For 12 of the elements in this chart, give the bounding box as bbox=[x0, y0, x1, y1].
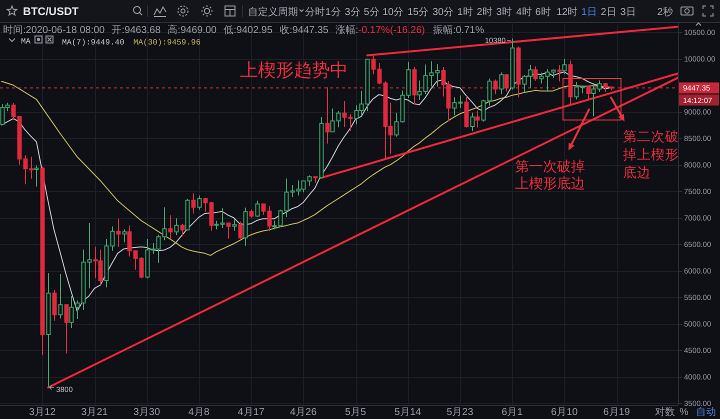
info: 开:9463.68 bbox=[112, 25, 161, 36]
annotation: 上楔形趋势中 bbox=[240, 60, 348, 80]
info: 振幅:0.71% bbox=[432, 25, 484, 36]
info: 时间:2020-06-18 08:00 bbox=[3, 25, 105, 36]
info: 收:9447.35 bbox=[280, 25, 328, 36]
title: BTC/USDT bbox=[23, 6, 79, 18]
info: -0.17%(-16.26) bbox=[358, 25, 425, 36]
info: 低:9402.95 bbox=[224, 25, 273, 36]
info: 涨幅: bbox=[335, 25, 358, 36]
info: 高:9469.00 bbox=[168, 25, 217, 36]
annotation: 第一次破掉上楔形底边 bbox=[515, 158, 585, 191]
annotation: 第二次破掉上楔形底边 bbox=[623, 129, 679, 180]
